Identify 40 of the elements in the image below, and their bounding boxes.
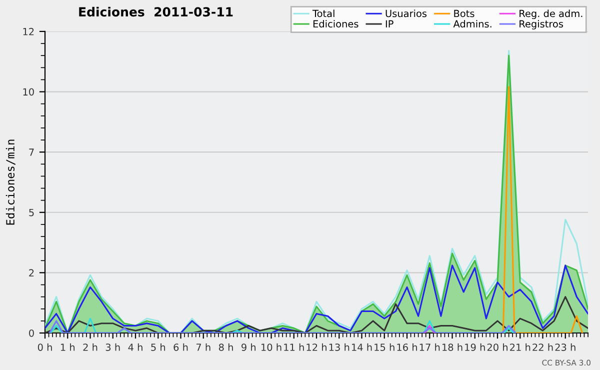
- y-tick-label: 12: [23, 28, 34, 36]
- legend-label: Admins.: [453, 20, 492, 28]
- x-tick-label: 12 h: [306, 343, 326, 351]
- legend-label: Usuarios: [386, 10, 427, 18]
- x-tick-label: 9 h: [242, 343, 256, 351]
- x-tick-label: 23 h: [555, 343, 576, 351]
- x-tick-label: 5 h: [151, 343, 166, 351]
- y-tick-label: 0: [29, 329, 34, 337]
- x-tick-label: 17 h: [420, 343, 440, 351]
- x-tick-label: 16 h: [397, 343, 417, 351]
- x-tick-label: 2 h: [83, 343, 98, 351]
- x-tick-label: 20 h: [487, 343, 508, 351]
- x-tick-label: 19 h: [465, 343, 485, 351]
- chart-title: Ediciones 2011-03-11: [79, 6, 233, 17]
- y-axis-title: Ediciones/min: [6, 140, 16, 225]
- x-tick-label: 13 h: [329, 343, 350, 351]
- legend-label: Reg. de adm.: [520, 10, 582, 20]
- x-tick-label: 21 h: [510, 343, 530, 351]
- legend-label: IP: [386, 20, 394, 28]
- y-tick-label: 5: [29, 208, 34, 216]
- y-tick-label: 2: [29, 269, 34, 276]
- legend-label: Total: [312, 10, 334, 18]
- x-tick-label: 14 h: [352, 343, 372, 351]
- x-tick-label: 1 h: [60, 343, 75, 351]
- legend-label: Registros: [520, 20, 564, 30]
- x-tick-label: 18 h: [442, 343, 462, 351]
- x-tick-label: 3 h: [106, 343, 120, 351]
- legend-label: Ediciones: [313, 20, 358, 28]
- x-tick-label: 0 h: [38, 343, 52, 351]
- x-tick-label: 10 h: [262, 343, 282, 351]
- x-tick-label: 6 h: [174, 343, 188, 351]
- x-tick-label: 7 h: [196, 343, 210, 351]
- y-tick-label: 7: [29, 148, 34, 156]
- x-tick-label: 8 h: [218, 343, 233, 351]
- x-tick-label: 11 h: [284, 343, 304, 351]
- y-tick-label: 10: [23, 88, 34, 96]
- legend-label: Bots: [454, 10, 474, 18]
- x-tick-label: 15 h: [374, 343, 394, 351]
- x-tick-label: 4 h: [128, 343, 142, 351]
- x-tick-label: 22 h: [532, 343, 553, 351]
